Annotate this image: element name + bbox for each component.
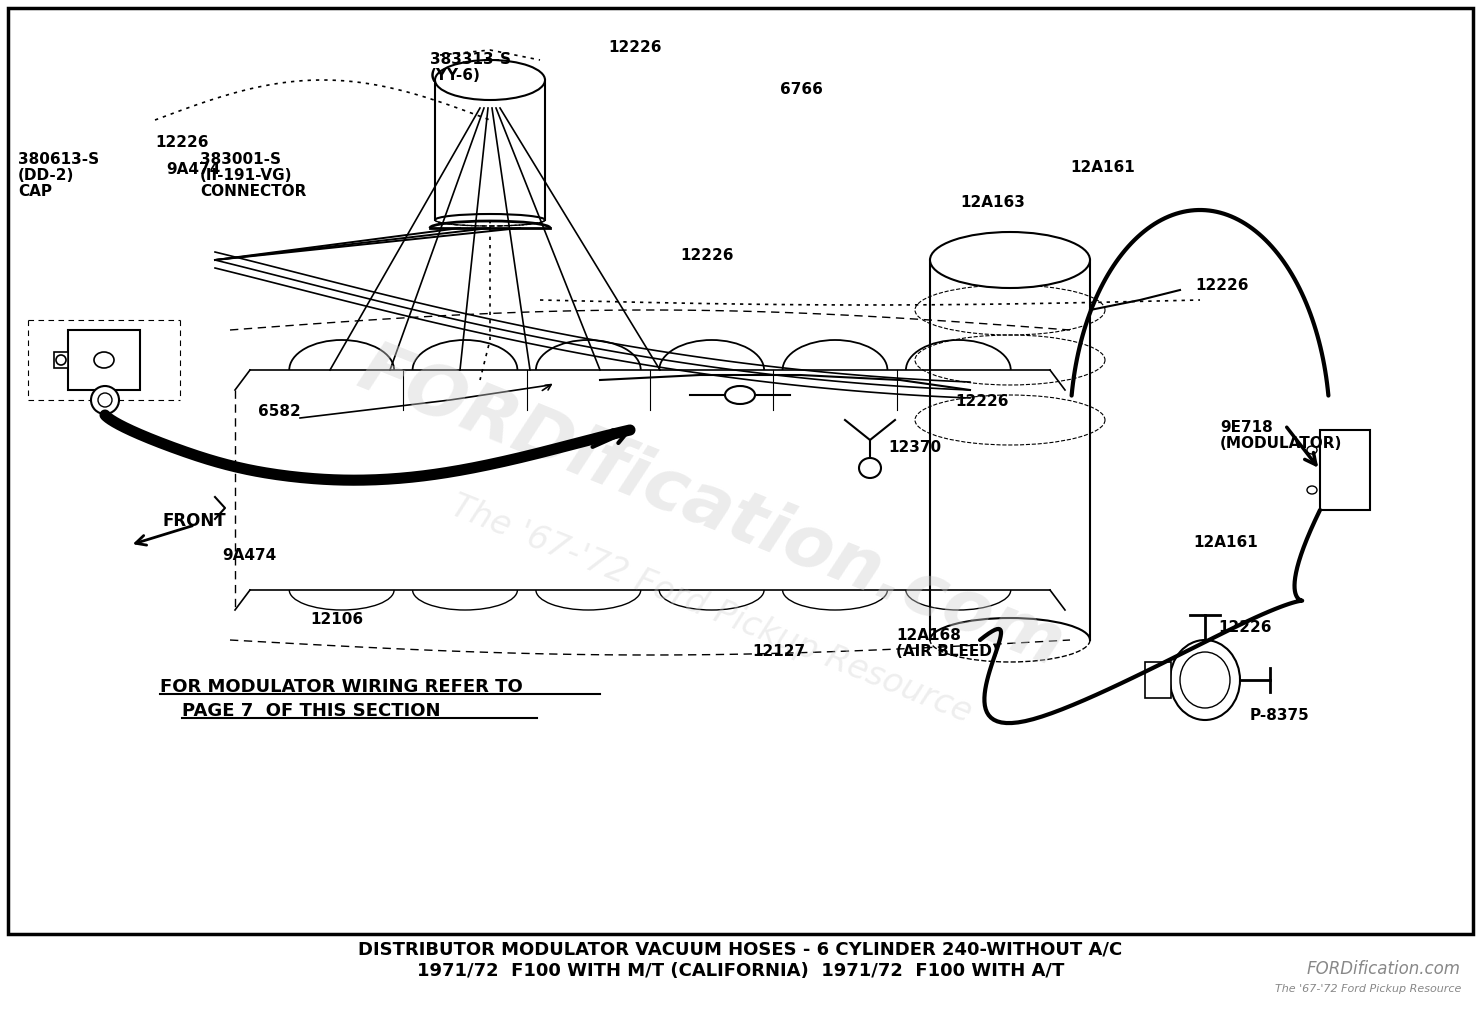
- Bar: [1320, 430, 1370, 510]
- Text: (AIR BLEED): (AIR BLEED): [896, 644, 998, 659]
- Ellipse shape: [1308, 486, 1317, 494]
- Text: 1971/72  F100 WITH M/T (CALIFORNIA)  1971/72  F100 WITH A/T: 1971/72 F100 WITH M/T (CALIFORNIA) 1971/…: [416, 962, 1065, 980]
- Text: (YY-6): (YY-6): [429, 68, 481, 83]
- Text: 383313-S: 383313-S: [429, 52, 511, 67]
- Text: (DD-2): (DD-2): [18, 168, 74, 183]
- Ellipse shape: [435, 60, 545, 100]
- Ellipse shape: [859, 458, 881, 478]
- Text: CAP: CAP: [18, 184, 52, 199]
- Text: The '67-'72 Ford Pickup Resource: The '67-'72 Ford Pickup Resource: [1275, 985, 1460, 994]
- Ellipse shape: [98, 393, 113, 407]
- Bar: [68, 330, 141, 390]
- Text: 9E718: 9E718: [1220, 420, 1272, 435]
- Ellipse shape: [930, 232, 1090, 288]
- Text: CONNECTOR: CONNECTOR: [200, 184, 307, 199]
- Bar: [53, 352, 68, 368]
- Text: FORDification.com: FORDification.com: [348, 334, 1074, 682]
- Text: 12A163: 12A163: [960, 195, 1025, 210]
- Text: 6582: 6582: [258, 404, 301, 419]
- Text: FORDification.com: FORDification.com: [1308, 960, 1460, 978]
- Text: 9A474: 9A474: [222, 548, 277, 563]
- Ellipse shape: [56, 355, 67, 365]
- Bar: [1145, 662, 1171, 698]
- Text: DISTRIBUTOR MODULATOR VACUUM HOSES - 6 CYLINDER 240-WITHOUT A/C: DISTRIBUTOR MODULATOR VACUUM HOSES - 6 C…: [358, 940, 1123, 958]
- Text: PAGE 7  OF THIS SECTION: PAGE 7 OF THIS SECTION: [182, 702, 440, 720]
- Text: 383001-S: 383001-S: [200, 152, 281, 167]
- Ellipse shape: [93, 352, 114, 368]
- Text: 12370: 12370: [889, 440, 940, 455]
- Text: (II-191-VG): (II-191-VG): [200, 168, 293, 183]
- Text: 12226: 12226: [1217, 620, 1272, 635]
- Text: 12226: 12226: [609, 40, 662, 55]
- Ellipse shape: [90, 386, 118, 414]
- Ellipse shape: [1180, 652, 1231, 708]
- Text: 12A161: 12A161: [1194, 535, 1257, 550]
- Ellipse shape: [1170, 640, 1240, 720]
- Text: 12A161: 12A161: [1069, 160, 1134, 175]
- Text: 12106: 12106: [310, 612, 363, 627]
- Text: 12226: 12226: [1195, 278, 1248, 293]
- Text: 12226: 12226: [156, 135, 209, 150]
- Text: 12226: 12226: [955, 394, 1009, 409]
- Text: 380613-S: 380613-S: [18, 152, 99, 167]
- Text: 12A168: 12A168: [896, 628, 961, 643]
- Text: The '67-'72 Ford Pickup Resource: The '67-'72 Ford Pickup Resource: [446, 490, 976, 729]
- Text: FOR MODULATOR WIRING REFER TO: FOR MODULATOR WIRING REFER TO: [160, 678, 523, 696]
- Text: 9A474: 9A474: [166, 162, 221, 177]
- Text: P-8375: P-8375: [1250, 708, 1309, 723]
- Text: (MODULATOR): (MODULATOR): [1220, 436, 1342, 451]
- Text: FRONT: FRONT: [161, 512, 225, 530]
- Ellipse shape: [726, 386, 755, 404]
- Ellipse shape: [1308, 446, 1317, 454]
- Text: 6766: 6766: [780, 82, 823, 97]
- Text: 12127: 12127: [752, 644, 806, 659]
- Text: 12226: 12226: [680, 248, 733, 263]
